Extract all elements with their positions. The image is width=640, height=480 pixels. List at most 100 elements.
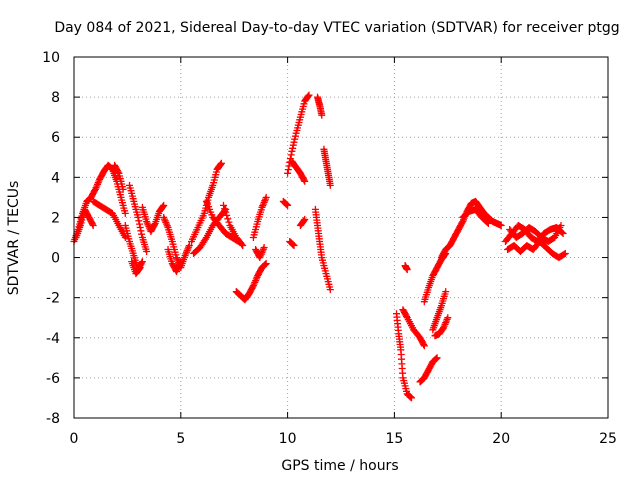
data-point bbox=[560, 250, 568, 258]
data-point bbox=[290, 138, 298, 146]
data-point bbox=[261, 197, 269, 205]
series-arc-aa bbox=[399, 306, 428, 350]
y-tick-label: 2 bbox=[51, 210, 60, 226]
data-point bbox=[91, 187, 99, 195]
data-point bbox=[221, 205, 229, 213]
data-point bbox=[143, 248, 151, 255]
data-point bbox=[252, 275, 260, 283]
data-point bbox=[300, 176, 308, 184]
data-point bbox=[259, 202, 267, 210]
data-point bbox=[224, 215, 232, 223]
data-point bbox=[134, 213, 142, 221]
x-tick-label: 5 bbox=[176, 431, 185, 447]
data-point bbox=[284, 166, 292, 174]
x-tick-label: 25 bbox=[599, 431, 617, 447]
series-arc-z bbox=[393, 310, 415, 402]
ticks-layer: 0 5 10 15 20 25 -8 -6 -4 -2 0 2 4 6 8 10 bbox=[42, 50, 617, 447]
data-point bbox=[151, 221, 158, 229]
data-point bbox=[138, 259, 146, 267]
data-point bbox=[260, 244, 268, 251]
data-point bbox=[561, 250, 569, 257]
data-point bbox=[176, 259, 184, 267]
y-tick-label: -6 bbox=[46, 371, 60, 387]
y-tick-label: 10 bbox=[42, 50, 60, 66]
data-point bbox=[284, 169, 292, 177]
data-point bbox=[483, 219, 491, 226]
data-point bbox=[290, 242, 298, 249]
data-point bbox=[283, 201, 291, 209]
data-point bbox=[137, 227, 145, 235]
data-point bbox=[249, 282, 257, 290]
data-point bbox=[444, 314, 452, 322]
data-point bbox=[136, 264, 144, 272]
data-point bbox=[249, 283, 257, 291]
data-point bbox=[262, 193, 270, 201]
data-point bbox=[442, 319, 450, 327]
series-arc-c bbox=[89, 197, 129, 241]
series-arc-aj bbox=[504, 238, 569, 262]
x-tick-label: 10 bbox=[279, 431, 297, 447]
y-tick-label: 0 bbox=[51, 251, 60, 267]
data-point bbox=[284, 201, 292, 209]
y-tick-label: -8 bbox=[46, 411, 60, 427]
data-point bbox=[458, 219, 466, 227]
data-point bbox=[326, 181, 334, 189]
data-point bbox=[114, 168, 122, 176]
data-point bbox=[304, 92, 312, 100]
data-point bbox=[143, 218, 151, 225]
data-point bbox=[288, 147, 296, 155]
data-point bbox=[432, 355, 440, 363]
series-arc-ah bbox=[459, 205, 492, 227]
series-arc-ab bbox=[401, 262, 411, 274]
series-arc-p bbox=[249, 193, 270, 241]
data-point bbox=[217, 159, 225, 167]
data-point bbox=[301, 177, 309, 185]
data-point bbox=[93, 182, 101, 190]
series-arc-ac bbox=[416, 354, 441, 386]
x-tick-label: 15 bbox=[385, 431, 403, 447]
data-point bbox=[497, 222, 505, 229]
series-arc-f bbox=[126, 181, 151, 255]
series-arc-u bbox=[286, 238, 298, 249]
series-arc-b bbox=[72, 205, 97, 241]
data-point bbox=[326, 286, 334, 294]
series-arc-y bbox=[320, 145, 334, 189]
y-tick-label: -2 bbox=[46, 291, 60, 307]
data-point bbox=[136, 220, 143, 228]
series-arc-n bbox=[220, 201, 247, 249]
series-arc-ae bbox=[429, 288, 450, 334]
data-point bbox=[291, 135, 299, 143]
data-point bbox=[119, 185, 127, 193]
chart-title: Day 084 of 2021, Sidereal Day-to-day VTE… bbox=[54, 20, 619, 36]
data-point bbox=[136, 265, 143, 273]
plot-frame bbox=[73, 56, 609, 419]
data-point bbox=[222, 208, 230, 216]
data-point bbox=[285, 162, 293, 170]
data-point bbox=[138, 258, 146, 266]
series-arc-ad bbox=[420, 250, 450, 306]
series-arc-x bbox=[311, 205, 334, 294]
data-point bbox=[403, 266, 411, 274]
series-arc-j bbox=[164, 246, 185, 276]
data-point bbox=[301, 215, 309, 223]
data-point bbox=[89, 222, 97, 229]
data-point bbox=[223, 211, 231, 219]
data-point bbox=[300, 217, 308, 224]
series-arc-w bbox=[314, 93, 326, 119]
data-point bbox=[121, 209, 129, 217]
data-point bbox=[289, 144, 297, 152]
data-point bbox=[238, 240, 246, 248]
y-axis-label: SDTVAR / TECUs bbox=[6, 181, 22, 296]
series-arc-o bbox=[232, 260, 270, 304]
data-point bbox=[484, 220, 492, 227]
y-tick-label: 4 bbox=[51, 170, 60, 186]
data-point bbox=[138, 230, 146, 238]
data-point bbox=[420, 341, 428, 348]
series-arc-h bbox=[138, 201, 168, 235]
data-point bbox=[262, 260, 270, 268]
data-point bbox=[183, 247, 191, 254]
data-point bbox=[160, 201, 168, 209]
data-point bbox=[185, 242, 193, 249]
y-tick-label: 8 bbox=[51, 90, 60, 106]
